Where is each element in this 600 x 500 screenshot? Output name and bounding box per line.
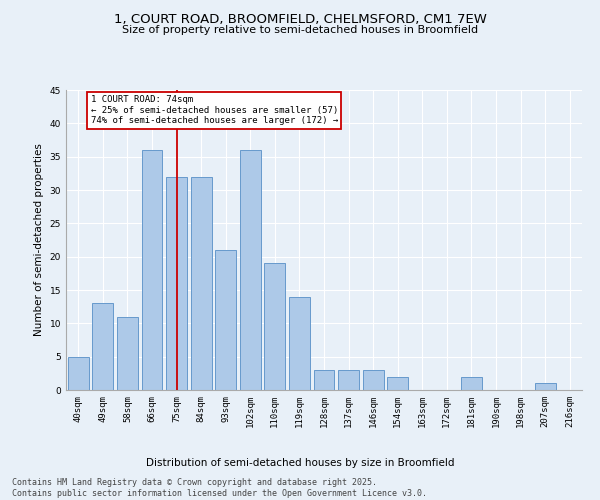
Text: Size of property relative to semi-detached houses in Broomfield: Size of property relative to semi-detach… [122, 25, 478, 35]
Bar [362, 370, 383, 390]
Bar [387, 376, 408, 390]
Bar [191, 176, 212, 390]
Bar [92, 304, 113, 390]
Bar [215, 250, 236, 390]
Text: Contains HM Land Registry data © Crown copyright and database right 2025.
Contai: Contains HM Land Registry data © Crown c… [12, 478, 427, 498]
Bar [117, 316, 138, 390]
Text: Distribution of semi-detached houses by size in Broomfield: Distribution of semi-detached houses by … [146, 458, 454, 468]
Bar [314, 370, 334, 390]
Bar [240, 150, 261, 390]
Text: 1, COURT ROAD, BROOMFIELD, CHELMSFORD, CM1 7EW: 1, COURT ROAD, BROOMFIELD, CHELMSFORD, C… [113, 12, 487, 26]
Bar [265, 264, 286, 390]
Bar [461, 376, 482, 390]
Bar [338, 370, 359, 390]
Bar [289, 296, 310, 390]
Y-axis label: Number of semi-detached properties: Number of semi-detached properties [34, 144, 44, 336]
Text: 1 COURT ROAD: 74sqm
← 25% of semi-detached houses are smaller (57)
74% of semi-d: 1 COURT ROAD: 74sqm ← 25% of semi-detach… [91, 96, 338, 125]
Bar [68, 356, 89, 390]
Bar [535, 384, 556, 390]
Bar [166, 176, 187, 390]
Bar [142, 150, 163, 390]
